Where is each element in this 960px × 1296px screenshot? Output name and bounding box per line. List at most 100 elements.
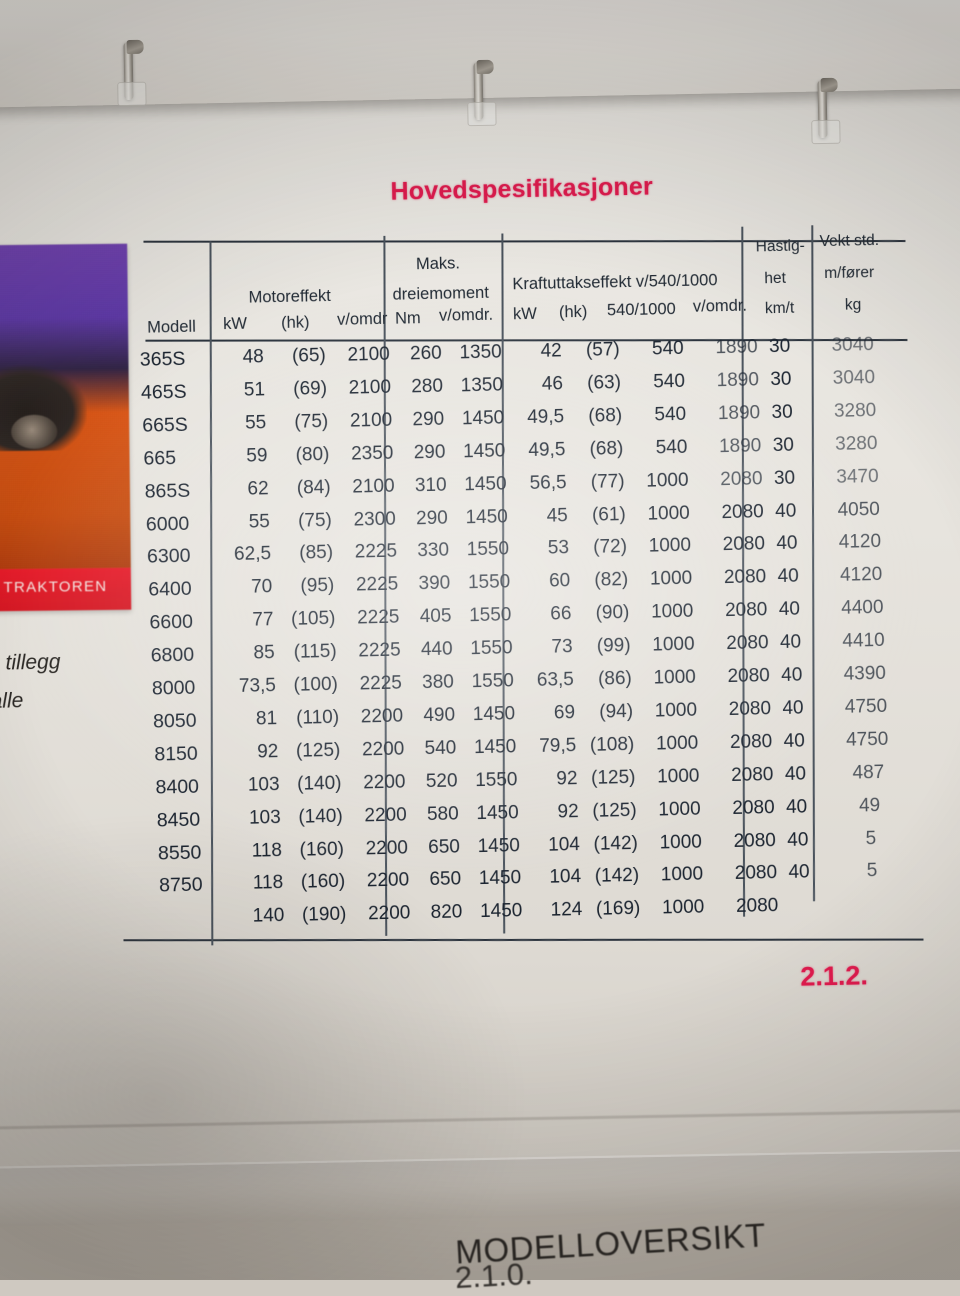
header-torque-line-1: Maks.: [415, 254, 461, 274]
cell-pto-mode: 1000: [656, 765, 700, 788]
cell-nm: 310: [414, 474, 447, 496]
cell-weight: 4410: [842, 630, 885, 652]
cell-rpm: 2200: [365, 837, 409, 859]
cell-rpm: 2225: [354, 541, 398, 563]
cell-rpm: 2200: [361, 738, 405, 761]
cell-pto-rpm: 2080: [726, 632, 769, 655]
cell-weight: 3280: [834, 432, 878, 455]
cell-kw: 62: [247, 477, 269, 500]
cell-kw: 51: [243, 379, 266, 401]
cell-pto-kw: 42: [540, 340, 562, 362]
cell-hk: (190): [301, 904, 347, 926]
cell-nm: 290: [413, 441, 446, 464]
cell-pto-hk: (125): [592, 799, 637, 822]
cell-speed: 40: [788, 861, 810, 884]
cell-rpm: 2225: [356, 606, 400, 629]
cell-kw: 55: [244, 412, 267, 434]
cell-nm-rpm: 1450: [473, 736, 517, 758]
cell-hk: (125): [295, 739, 341, 762]
cell-speed: 40: [776, 533, 798, 555]
cell-hk: (75): [294, 410, 329, 433]
cell-model: 8750: [158, 874, 203, 897]
cell-rpm: 2200: [367, 902, 411, 925]
cell-pto-kw: 63,5: [536, 669, 575, 691]
cell-nm-rpm: 1350: [459, 341, 502, 364]
cell-pto-rpm: 2080: [720, 467, 763, 490]
brochure-band-text: E TRAKTOREN: [0, 577, 108, 597]
cell-speed: 40: [781, 664, 803, 686]
cell-pto-hk: (125): [590, 766, 636, 789]
cell-pto-rpm: 2080: [722, 533, 766, 556]
cell-pto-mode: 540: [653, 370, 686, 393]
cell-rpm: 2225: [358, 639, 401, 662]
cell-nm: 820: [430, 901, 463, 924]
cell-pto-mode: 1000: [658, 798, 701, 821]
header-pto-hk: (hk): [558, 302, 588, 322]
cell-kw: 92: [256, 740, 279, 763]
cell-hk: (84): [296, 476, 331, 499]
cell-nm-rpm: 1550: [467, 571, 511, 594]
cell-pto-kw: 79,5: [539, 734, 577, 757]
cell-pto-hk: (169): [595, 898, 641, 921]
cell-nm-rpm: 1550: [468, 604, 512, 627]
header-speed-unit: km/t: [764, 299, 795, 318]
cell-nm: 650: [429, 868, 462, 891]
cell-nm: 405: [419, 605, 452, 628]
cell-hk: (140): [296, 772, 342, 795]
cell-pto-kw: 49,5: [528, 438, 566, 461]
cell-speed: 40: [779, 631, 802, 654]
cell-nm: 650: [428, 835, 461, 858]
header-torque-nm: Nm: [394, 309, 421, 328]
header-speed-line-1: Hastig-: [755, 237, 805, 256]
cell-pto-mode: 1000: [646, 469, 689, 492]
page-title: Hovedspesifikasjoner: [390, 172, 654, 206]
cell-model: 465S: [140, 380, 187, 404]
cell-nm-rpm: 1550: [474, 769, 518, 791]
cell-weight: 5: [866, 860, 878, 882]
cell-model: 6400: [148, 578, 192, 601]
cell-pto-mode: 1000: [647, 502, 690, 525]
header-engine-power: Motoreffekt: [248, 286, 332, 307]
cell-pto-kw: 73: [551, 636, 573, 658]
cell-pto-mode: 1000: [653, 666, 697, 689]
cell-speed: 40: [774, 500, 797, 522]
cell-weight: 4120: [839, 564, 883, 587]
cell-nm-rpm: 1450: [461, 407, 505, 430]
cell-pto-rpm: 2080: [732, 796, 775, 819]
cell-model: 6800: [150, 643, 195, 667]
cell-nm-rpm: 1450: [464, 473, 507, 495]
cell-hk: (75): [297, 509, 333, 532]
cell-pto-mode: 540: [654, 403, 687, 426]
cell-pto-kw: 56,5: [529, 471, 567, 494]
cell-pto-rpm: 2080: [723, 566, 767, 589]
cell-pto-mode: 1000: [652, 633, 695, 656]
cell-speed: 30: [770, 368, 792, 391]
cell-pto-hk: (99): [596, 635, 631, 657]
cell-pto-kw: 69: [553, 702, 576, 724]
cell-nm: 580: [426, 803, 459, 825]
cell-pto-mode: 540: [651, 337, 684, 360]
cell-model: 8050: [152, 709, 197, 733]
cell-rpm: 2225: [359, 672, 403, 695]
cell-kw: 118: [252, 872, 284, 895]
header-pto-kw: kW: [512, 304, 538, 324]
cell-pto-hk: (77): [590, 470, 625, 493]
cell-pto-mode: 1000: [650, 600, 694, 623]
cell-nm: 280: [411, 375, 444, 398]
cell-pto-kw: 104: [549, 866, 582, 889]
cell-weight: 4750: [844, 695, 888, 718]
cell-pto-hk: (82): [594, 569, 629, 592]
cell-pto-kw: 92: [557, 800, 579, 823]
cell-nm-rpm: 1450: [462, 440, 506, 463]
cell-speed: 40: [782, 697, 804, 719]
cell-model: 6300: [146, 545, 191, 569]
cell-pto-kw: 124: [550, 899, 583, 921]
cell-pto-rpm: 1890: [716, 369, 760, 392]
cell-nm-rpm: 1450: [477, 834, 521, 857]
cell-model: 6000: [145, 512, 190, 536]
cell-rpm: 2200: [364, 804, 407, 826]
cell-model: 8450: [156, 808, 201, 832]
cell-kw: 103: [247, 773, 280, 796]
cell-nm-rpm: 1350: [460, 374, 504, 397]
cell-pto-mode: 1000: [655, 732, 699, 755]
